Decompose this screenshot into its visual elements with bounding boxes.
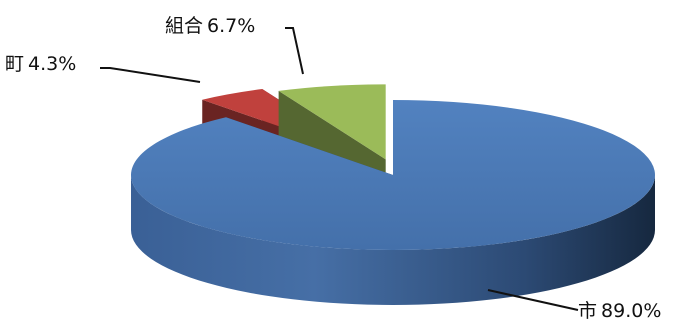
slice-label-machi: 町 4.3%	[5, 53, 76, 75]
leader-line-kumiai	[285, 27, 304, 75]
slice-label-kumiai: 組合 6.7%	[165, 15, 255, 37]
slice-2-top	[278, 84, 386, 160]
slice-0-side	[131, 175, 655, 305]
slice-label-shi: 市 89.0%	[578, 300, 661, 322]
leader-line-machi	[100, 67, 201, 83]
slice-0-top	[131, 100, 656, 250]
leader-line-shi	[487, 289, 579, 311]
